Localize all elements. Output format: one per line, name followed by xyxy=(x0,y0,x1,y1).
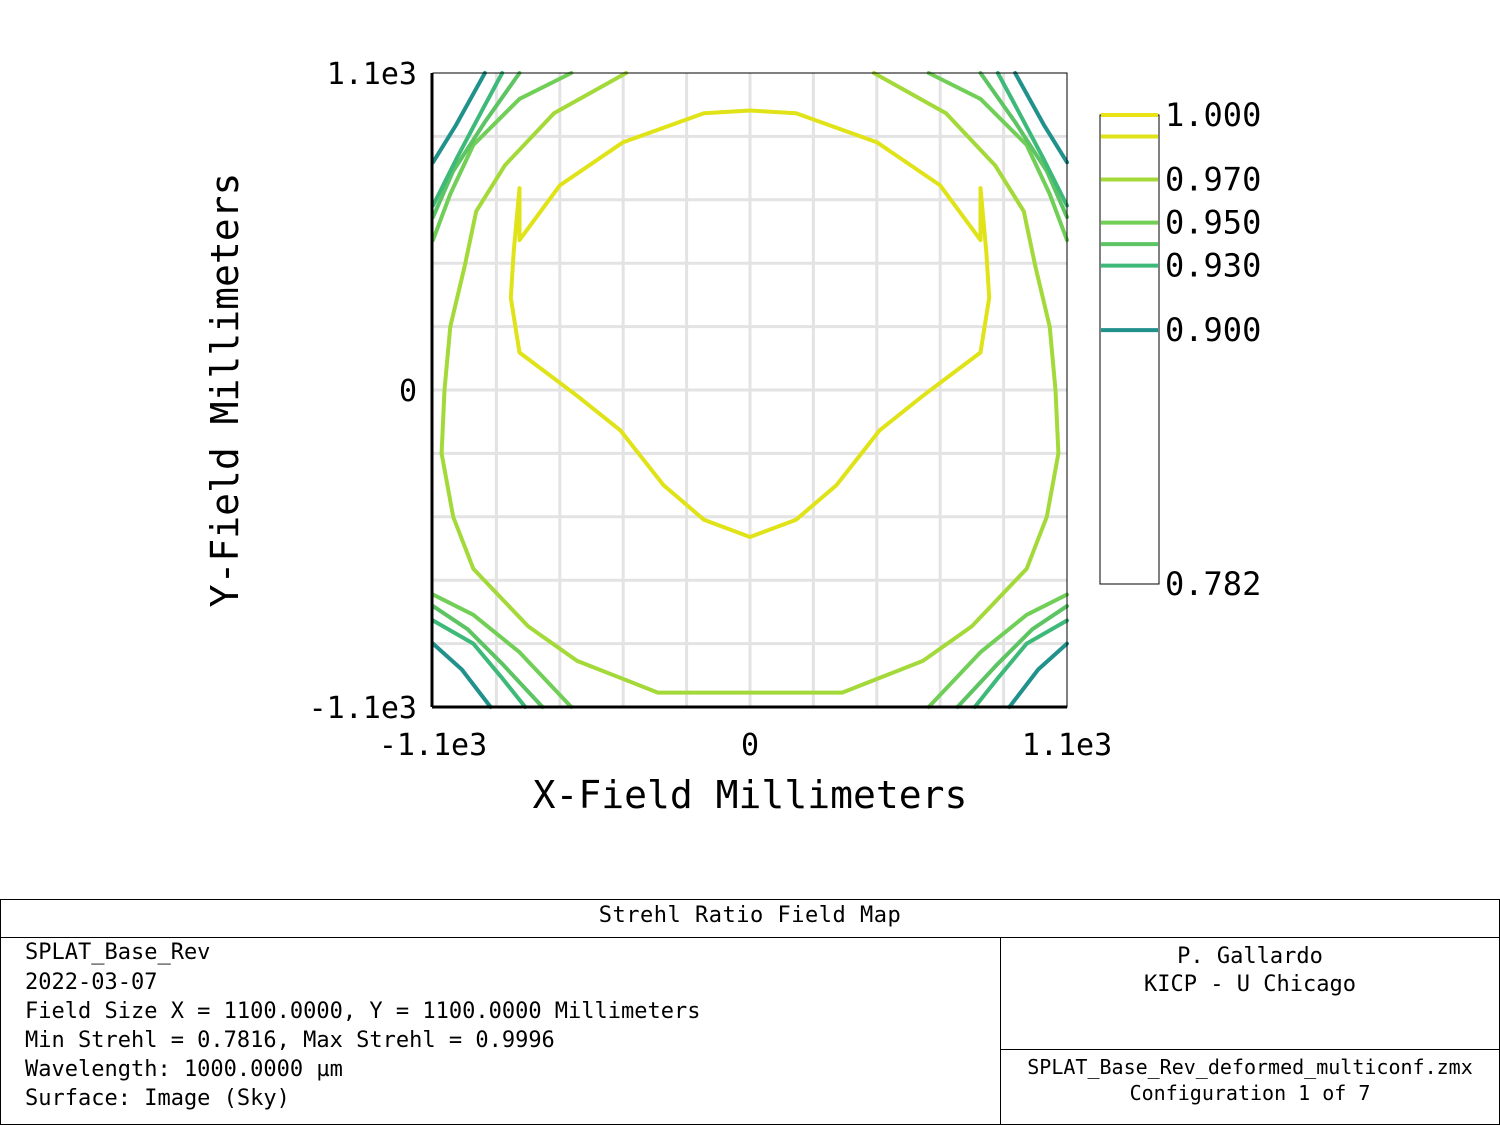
y-tick-label: 0 xyxy=(399,374,417,409)
info-line: SPLAT_Base_Rev xyxy=(25,940,211,965)
colorbar-label: 0.782 xyxy=(1165,565,1261,603)
y-tick-label: 1.1e3 xyxy=(327,57,417,92)
contour-line-0.97 xyxy=(439,71,1061,695)
colorbar-label: 0.950 xyxy=(1165,204,1261,242)
contour-line-0.95 xyxy=(926,71,1069,243)
contour-line-0.94 xyxy=(978,71,1069,220)
tick-labels: -1.1e3 0 1.1e3 1.1e3 0 -1.1e3 xyxy=(309,57,1113,763)
contour-line-0.9 xyxy=(431,641,493,709)
colorbar-box xyxy=(1099,114,1160,585)
info-line: Wavelength: 1000.0000 µm xyxy=(25,1057,343,1082)
colorbar-label: 1.000 xyxy=(1165,96,1261,134)
colorbar-label: 0.930 xyxy=(1165,247,1261,285)
y-tick-label: -1.1e3 xyxy=(309,691,417,726)
contour-line-0.95 xyxy=(431,71,574,243)
contour-line-0.95 xyxy=(431,592,574,709)
y-axis-title: Y-Field Millimeters xyxy=(203,173,247,608)
affiliation: KICP - U Chicago xyxy=(1144,972,1356,997)
grid xyxy=(433,73,1067,707)
file-box: SPLAT_Base_Rev_deformed_multiconf.zmx Co… xyxy=(1001,1050,1499,1124)
colorbar-label: 0.900 xyxy=(1165,311,1261,349)
contour-line-0.94 xyxy=(431,604,545,709)
file-name: SPLAT_Base_Rev_deformed_multiconf.zmx xyxy=(1027,1055,1473,1079)
configuration: Configuration 1 of 7 xyxy=(1129,1081,1371,1105)
colorbar-legend: 1.000 0.970 0.950 0.930 0.900 0.782 xyxy=(1099,96,1261,603)
contour-line-0.93 xyxy=(972,618,1069,709)
contour-line-0.94 xyxy=(955,604,1069,709)
plot-frame xyxy=(430,72,1068,709)
contour-line-0.9 xyxy=(1007,641,1069,709)
info-line: Field Size X = 1100.0000, Y = 1100.0000 … xyxy=(25,999,701,1024)
x-tick-label: 1.1e3 xyxy=(1022,728,1112,763)
contour-line-0.93 xyxy=(431,71,505,208)
x-axis-title: X-Field Millimeters xyxy=(533,773,968,817)
contour-line-0.99 xyxy=(517,108,983,243)
info-line: 2022-03-07 xyxy=(25,970,158,995)
contour-line-0.95 xyxy=(926,592,1069,709)
info-details: SPLAT_Base_Rev 2022-03-07 Field Size X =… xyxy=(1,938,1001,1124)
contour-line-0.93 xyxy=(431,618,528,709)
info-line: Min Strehl = 0.7816, Max Strehl = 0.9996 xyxy=(25,1028,555,1053)
contour-line-0.99 xyxy=(508,186,992,539)
contour-line-0.94 xyxy=(431,71,522,220)
contour-line-0.9 xyxy=(1013,71,1069,165)
info-line: Surface: Image (Sky) xyxy=(25,1086,290,1111)
colorbar-label: 0.970 xyxy=(1165,161,1261,199)
contour-line-0.93 xyxy=(995,71,1069,208)
strehl-contour-plot: -1.1e3 0 1.1e3 1.1e3 0 -1.1e3 X-Field Millime… xyxy=(203,57,1261,817)
author-box: P. Gallardo KICP - U Chicago xyxy=(1001,938,1499,1050)
analysis-title: Strehl Ratio Field Map xyxy=(1,900,1499,938)
author-name: P. Gallardo xyxy=(1177,944,1323,969)
x-tick-label: 0 xyxy=(741,728,759,763)
info-panel: Strehl Ratio Field Map SPLAT_Base_Rev 20… xyxy=(0,899,1500,1125)
contour-lines xyxy=(431,71,1069,709)
x-tick-label: -1.1e3 xyxy=(379,728,487,763)
contour-line-0.9 xyxy=(431,71,487,165)
